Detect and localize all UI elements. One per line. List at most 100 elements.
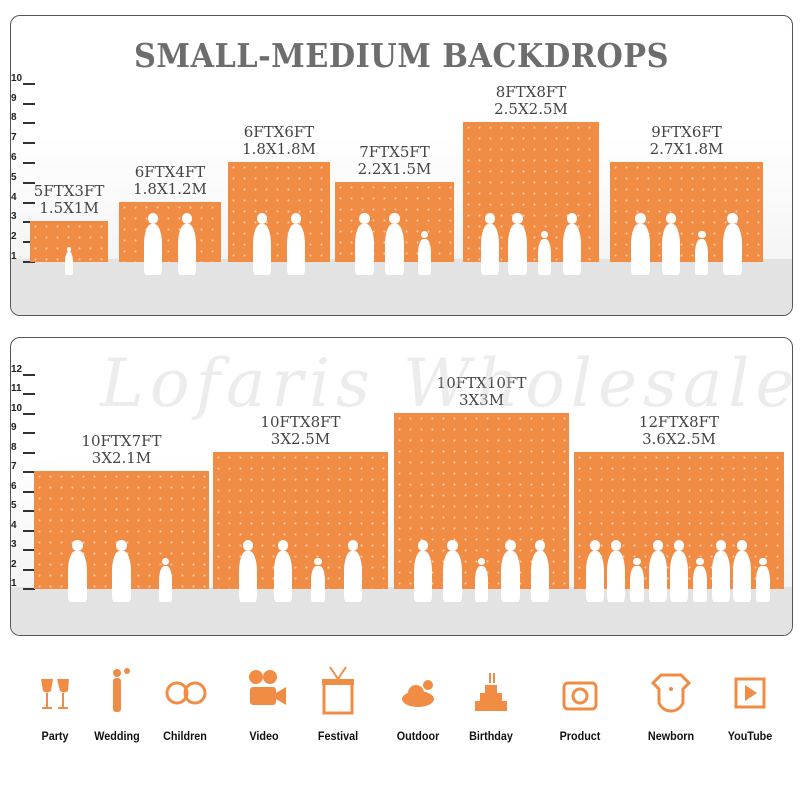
ruler-tick — [23, 221, 35, 224]
ruler-tick-label: 8 — [11, 112, 17, 124]
person-head — [66, 247, 72, 252]
person-silhouette — [252, 224, 272, 275]
use-case-festival: Festival — [303, 665, 373, 743]
ruler-tick — [23, 549, 35, 551]
size-meters: 3X2.5M — [270, 429, 331, 448]
size-feet: 9FTX6FT — [651, 123, 722, 141]
ruler-tick — [23, 432, 35, 434]
use-case-product: Product — [545, 665, 615, 743]
person-head — [484, 213, 496, 224]
person-silhouette — [68, 551, 88, 602]
backdrop-6ftx4ft[interactable] — [119, 201, 221, 262]
person-head — [314, 558, 322, 566]
person-head — [610, 540, 622, 551]
ruler-tick — [23, 201, 35, 204]
person-silhouette — [732, 551, 752, 602]
backdrop-size-label: 5FTX3FT 1.5X1M — [34, 183, 105, 217]
cloud-icon — [402, 680, 434, 707]
use-case-label: YouTube — [727, 729, 773, 743]
backdrop-6ftx6ft[interactable] — [228, 162, 330, 262]
size-meters: 3X3M — [458, 390, 505, 409]
person-silhouette — [143, 224, 163, 275]
ruler-tick — [23, 261, 35, 263]
size-meters: 2.7X1.8M — [649, 140, 724, 158]
ruler-tick — [23, 122, 35, 125]
person-head — [698, 231, 706, 239]
person-head — [715, 540, 727, 551]
person-head — [673, 540, 685, 551]
person-head — [161, 558, 169, 566]
person-silhouette — [606, 551, 626, 602]
person-silhouette — [311, 565, 325, 602]
ruler-tick-label: 3 — [11, 211, 17, 223]
person-head — [147, 213, 159, 224]
person-head — [347, 540, 359, 551]
person-silhouette — [530, 551, 550, 602]
person-head — [665, 213, 677, 224]
person-silhouette — [631, 224, 650, 275]
backdrop-size-label: 12FTX8FT 3.6X2.5M — [639, 413, 719, 448]
person-silhouette — [474, 565, 489, 602]
size-meters: 3X2.1M — [91, 449, 152, 467]
medium-backdrops-panel: 1 2 3 4 5 6 7 8 9 10 11 12 10FTX7FT 3X2.1M 10FTX8FT 3X2… — [10, 337, 793, 636]
backdrop-size-label: 9FTX6FT 2.7X1.8M — [650, 124, 724, 158]
ruler-tick-label: 2 — [11, 558, 17, 570]
size-feet: 10FTX8FT — [260, 412, 341, 431]
ruler-tick-label: 6 — [11, 480, 17, 492]
size-feet: 10FTX7FT — [81, 432, 162, 450]
ruler-tick — [23, 142, 35, 145]
person-silhouette — [238, 551, 258, 602]
ruler-tick-label: 7 — [11, 461, 17, 472]
person-head — [534, 540, 546, 551]
person-silhouette — [669, 551, 689, 602]
size-feet: 7FTX5FT — [359, 142, 430, 161]
use-case-label: Party — [41, 729, 69, 743]
person-head — [635, 213, 646, 224]
backdrop-size-label: 7FTX5FT 2.2X1.5M — [358, 142, 432, 178]
person-silhouette — [480, 224, 500, 275]
person-head — [736, 540, 748, 551]
ruler-tick-label: 6 — [11, 152, 17, 163]
person-silhouette — [630, 565, 644, 602]
use-case-label: Children — [163, 729, 207, 743]
ruler-tick-label: 8 — [11, 441, 17, 453]
ruler-tick-label: 12 — [11, 363, 23, 375]
person-silhouette — [562, 224, 582, 275]
use-case-label: Outdoor — [396, 729, 440, 743]
ruler-tick-label: 10 — [11, 402, 23, 414]
use-case-children: Children — [150, 665, 220, 743]
size-meters: 2.5X2.5M — [494, 100, 568, 119]
person-head — [512, 213, 523, 224]
ruler-tick-label: 4 — [11, 519, 17, 531]
play-button-icon — [734, 677, 766, 709]
person-silhouette — [711, 551, 731, 602]
baby-onesie-icon — [650, 673, 692, 713]
use-cases-row: Party Wedding Children Video Festival Outdoor… — [0, 665, 800, 755]
backdrop-size-label: 10FTX8FT 3X2.5M — [260, 412, 341, 448]
person-head — [589, 540, 601, 551]
ruler-tick-label: 1 — [11, 251, 17, 262]
ruler-tick — [23, 393, 35, 395]
camera-icon — [562, 681, 598, 711]
use-case-label: Festival — [317, 729, 359, 743]
ruler-tick — [23, 241, 35, 244]
ruler-tick — [23, 373, 35, 376]
ruler-tick — [23, 588, 35, 590]
person-head — [759, 558, 767, 566]
ruler-tick — [23, 529, 35, 532]
birthday-cake-icon — [475, 673, 507, 711]
person-silhouette — [695, 238, 709, 275]
ruler-tick-label: 5 — [11, 500, 17, 511]
person-head — [420, 231, 428, 239]
watermark: Lofaris Wholesale — [100, 345, 800, 422]
person-head — [417, 540, 429, 551]
ruler-tick — [23, 510, 35, 512]
person-silhouette — [286, 224, 306, 275]
size-meters: 1.5X1M — [39, 199, 99, 218]
person-head — [256, 213, 268, 224]
person-head — [290, 213, 302, 224]
backdrop-size-label: 6FTX4FT 1.8X1.2M — [133, 163, 207, 198]
use-case-video: Video — [229, 665, 299, 743]
size-feet: 10FTX10FT — [436, 373, 527, 392]
ruler-tick-label: 11 — [11, 383, 22, 394]
